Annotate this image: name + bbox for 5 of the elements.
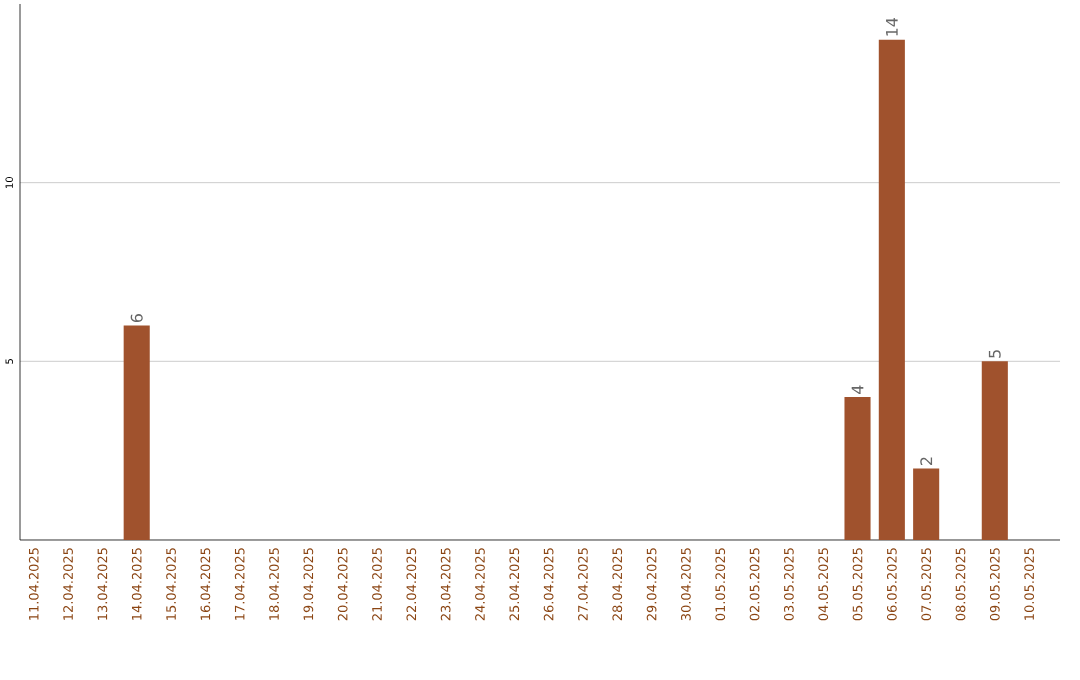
bar xyxy=(981,361,1008,540)
bar xyxy=(878,39,905,540)
bar xyxy=(913,468,940,540)
bar xyxy=(844,397,871,540)
bar xyxy=(123,325,150,540)
